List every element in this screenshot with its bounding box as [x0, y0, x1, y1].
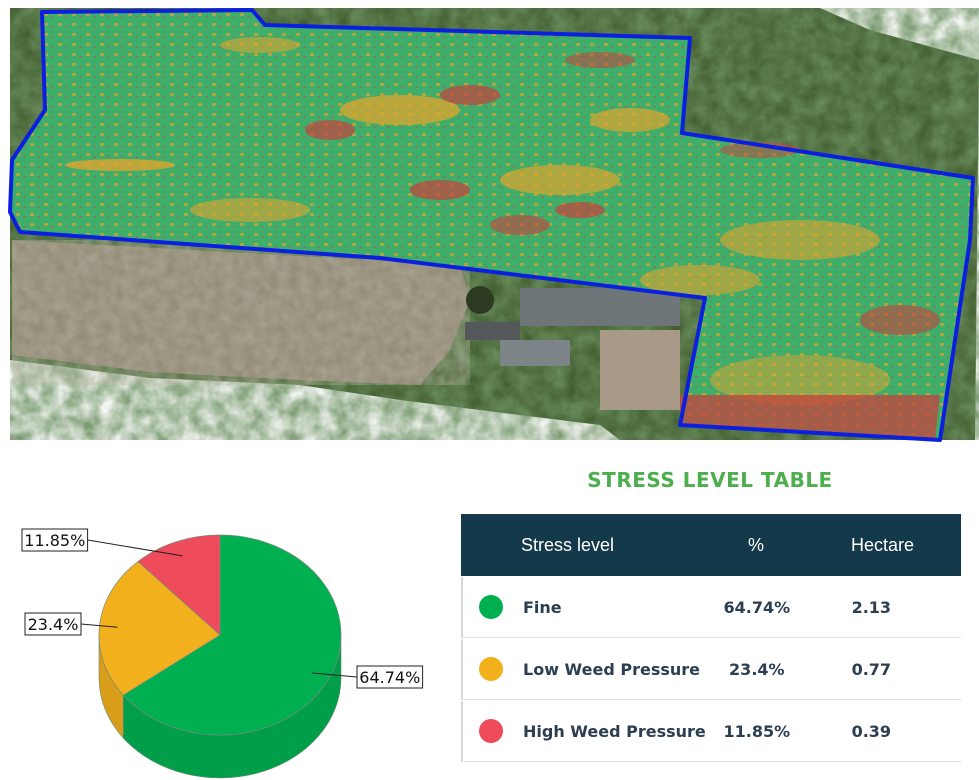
- row-name: Low Weed Pressure: [523, 659, 700, 679]
- header-stress-level: Stress level: [521, 534, 615, 555]
- weed-pressure-patches: [65, 37, 940, 440]
- fine-color-dot: [479, 595, 503, 619]
- row-hectare: 0.39: [851, 721, 892, 741]
- field-boundary: [8, 8, 975, 442]
- row-percent: 11.85%: [723, 721, 791, 741]
- row-name: Fine: [523, 597, 562, 617]
- row-hectare: 0.77: [851, 659, 892, 679]
- row-percent: 64.74%: [723, 597, 791, 617]
- pie-data-label: 64.74%: [359, 668, 420, 687]
- stress-level-table: Stress level % Hectare Fine 64.74% 2.13 …: [461, 514, 961, 762]
- table-row-low-weed-pressure: Low Weed Pressure 23.4% 0.77: [461, 639, 961, 700]
- pie-slice-fine: [122, 534, 342, 736]
- pie-data-label: 23.4%: [28, 615, 79, 634]
- pie-leader-line: [311, 672, 358, 678]
- pie-leader-line: [80, 623, 118, 628]
- table-row-fine: Fine 64.74% 2.13: [461, 577, 961, 638]
- row-name: High Weed Pressure: [523, 721, 706, 741]
- aerial-field-map: [8, 8, 979, 442]
- pie-leader-line: [87, 539, 183, 557]
- header-hectare: Hectare: [851, 534, 915, 555]
- pie-label-box: [24, 612, 82, 636]
- pie-label-box: [21, 528, 89, 552]
- stress-pie-chart: 64.74% 23.4% 11.85%: [21, 528, 424, 779]
- pie-data-label: 11.85%: [24, 531, 85, 550]
- row-percent: 23.4%: [729, 659, 785, 679]
- header-percent: %: [747, 534, 764, 555]
- high-weed-color-dot: [479, 719, 503, 743]
- table-row-high-weed-pressure: High Weed Pressure 11.85% 0.39: [461, 701, 961, 762]
- pie-slice-high-weed-pressure: [137, 534, 221, 636]
- table-header: Stress level % Hectare: [461, 514, 961, 576]
- table-title: STRESS LEVEL TABLE: [587, 468, 833, 492]
- low-weed-color-dot: [479, 657, 503, 681]
- pie-label-box: [356, 665, 424, 689]
- row-hectare: 2.13: [851, 597, 892, 617]
- farm-buildings: [465, 286, 680, 410]
